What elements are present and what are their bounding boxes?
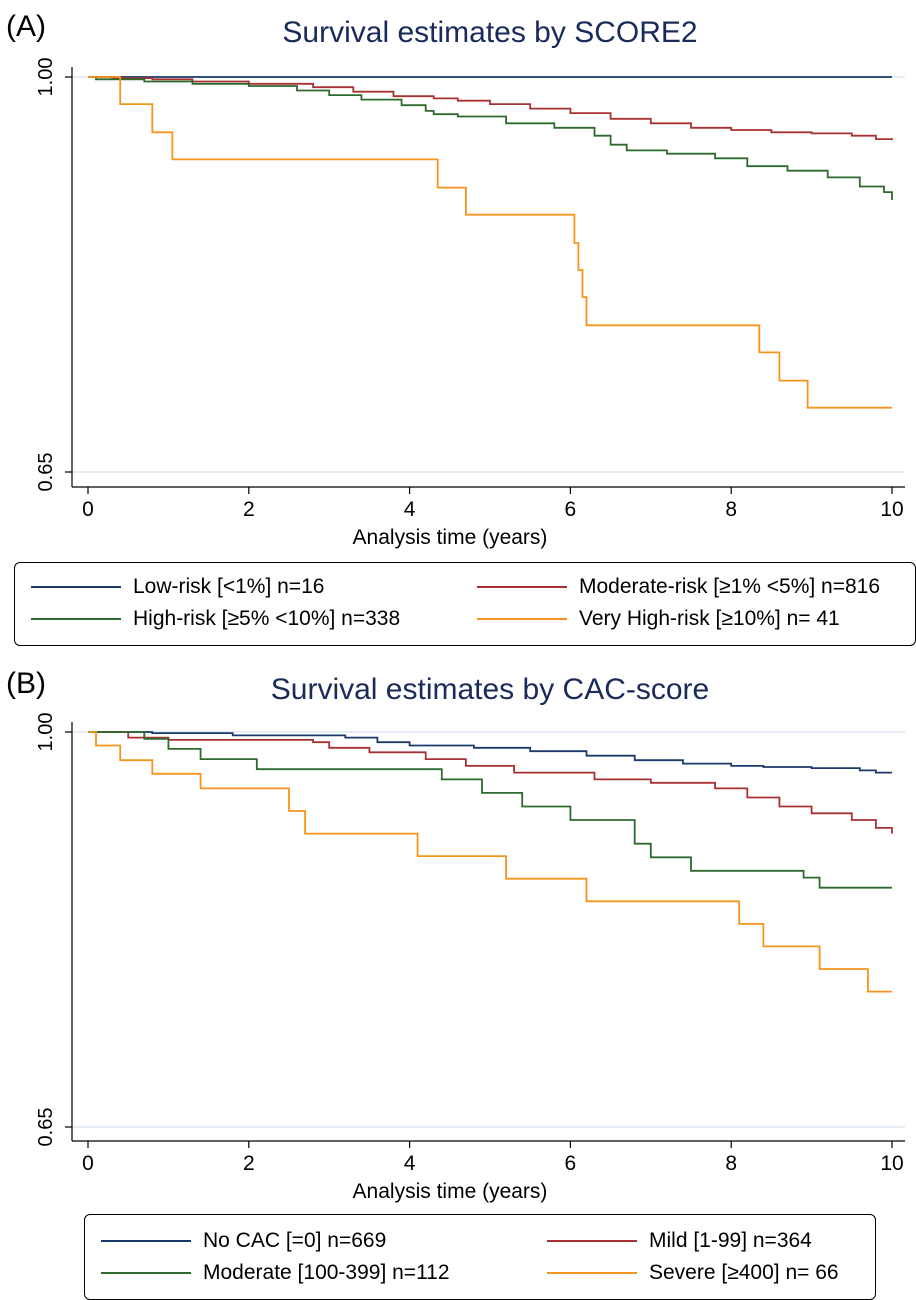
legend-label: No CAC [=0] n=669: [203, 1229, 387, 1252]
legend-item: Mild [1-99] n=364: [547, 1229, 812, 1253]
series-line-1: [88, 731, 892, 774]
x-tick-label: 10: [880, 498, 903, 521]
legend-label: Severe [≥400] n= 66: [649, 1261, 839, 1284]
legend-item: Moderate-risk [≥1% <5%] n=816: [477, 575, 880, 599]
chart-title: Survival estimates by CAC-score: [270, 673, 710, 706]
x-tick-label: 2: [243, 498, 255, 521]
survival-plot-a: 0.65 1.00 0 2 4 6 8 10 Analysis time (years): [35, 58, 905, 549]
legend-label: High-risk [≥5% <10%] n=338: [133, 607, 401, 630]
legend-label: Moderate-risk [≥1% <5%] n=816: [579, 575, 881, 598]
legend-swatch: [547, 1240, 637, 1242]
series-line-4: [88, 731, 892, 993]
x-axis-label: Analysis time (years): [353, 1180, 548, 1203]
series-line-2: [88, 731, 893, 834]
legend-swatch: [477, 618, 567, 620]
survival-plot-b: 0.65 1.00 0 2 4 6 8 10 Analysis time (years): [35, 713, 905, 1203]
legend-label: Low-risk [<1%] n=16: [133, 575, 325, 598]
legend-swatch: [31, 586, 121, 588]
legend-label: Mild [1-99] n=364: [649, 1229, 812, 1252]
legend-swatch: [101, 1240, 191, 1242]
y-tick-label: 0.65: [35, 1108, 57, 1147]
y-tick-label: 1.00: [35, 58, 57, 97]
panel-letter: (B): [6, 667, 46, 700]
y-tick-label: 0.65: [35, 453, 57, 492]
x-tick-label: 0: [82, 1152, 94, 1175]
x-tick-label: 4: [404, 498, 416, 521]
x-tick-label: 8: [725, 1152, 737, 1175]
series-line-3: [88, 731, 892, 889]
panel-b: (B) Survival estimates by CAC-score 0.65…: [0, 655, 916, 1300]
legend-item: Moderate [100-399] n=112: [101, 1261, 450, 1285]
series-line-3: [88, 76, 893, 200]
legend-item: Very High-risk [≥10%] n= 41: [477, 607, 840, 631]
x-tick-label: 2: [243, 1152, 255, 1175]
panel-letter: (A): [6, 10, 46, 43]
x-tick-label: 0: [82, 498, 94, 521]
legend-item: High-risk [≥5% <10%] n=338: [31, 607, 400, 631]
x-axis-label: Analysis time (years): [353, 526, 548, 549]
legend-swatch: [101, 1272, 191, 1274]
legend-label: Moderate [100-399] n=112: [203, 1261, 450, 1284]
x-tick-label: 8: [725, 498, 737, 521]
series-line-2: [88, 76, 893, 141]
legend-a: Low-risk [<1%] n=16 Moderate-risk [≥1% <5…: [14, 562, 916, 646]
x-tick-label: 10: [880, 1152, 903, 1175]
x-tick-label: 6: [565, 1152, 577, 1175]
chart-title: Survival estimates by SCORE2: [282, 16, 698, 49]
x-tick-label: 6: [565, 498, 577, 521]
legend-b: No CAC [=0] n=669 Mild [1-99] n=364 Modera…: [84, 1214, 876, 1300]
legend-swatch: [477, 586, 567, 588]
legend-swatch: [31, 618, 121, 620]
series-line-4: [88, 76, 892, 409]
y-tick-label: 1.00: [35, 713, 57, 752]
legend-item: Low-risk [<1%] n=16: [31, 575, 324, 599]
panel-a: (A) Survival estimates by SCORE2 0.65 1.0…: [6, 10, 916, 646]
x-tick-label: 4: [404, 1152, 416, 1175]
legend-label: Very High-risk [≥10%] n= 41: [579, 607, 840, 630]
legend-swatch: [547, 1272, 637, 1274]
legend-item: Severe [≥400] n= 66: [547, 1261, 839, 1285]
legend-item: No CAC [=0] n=669: [101, 1229, 386, 1253]
